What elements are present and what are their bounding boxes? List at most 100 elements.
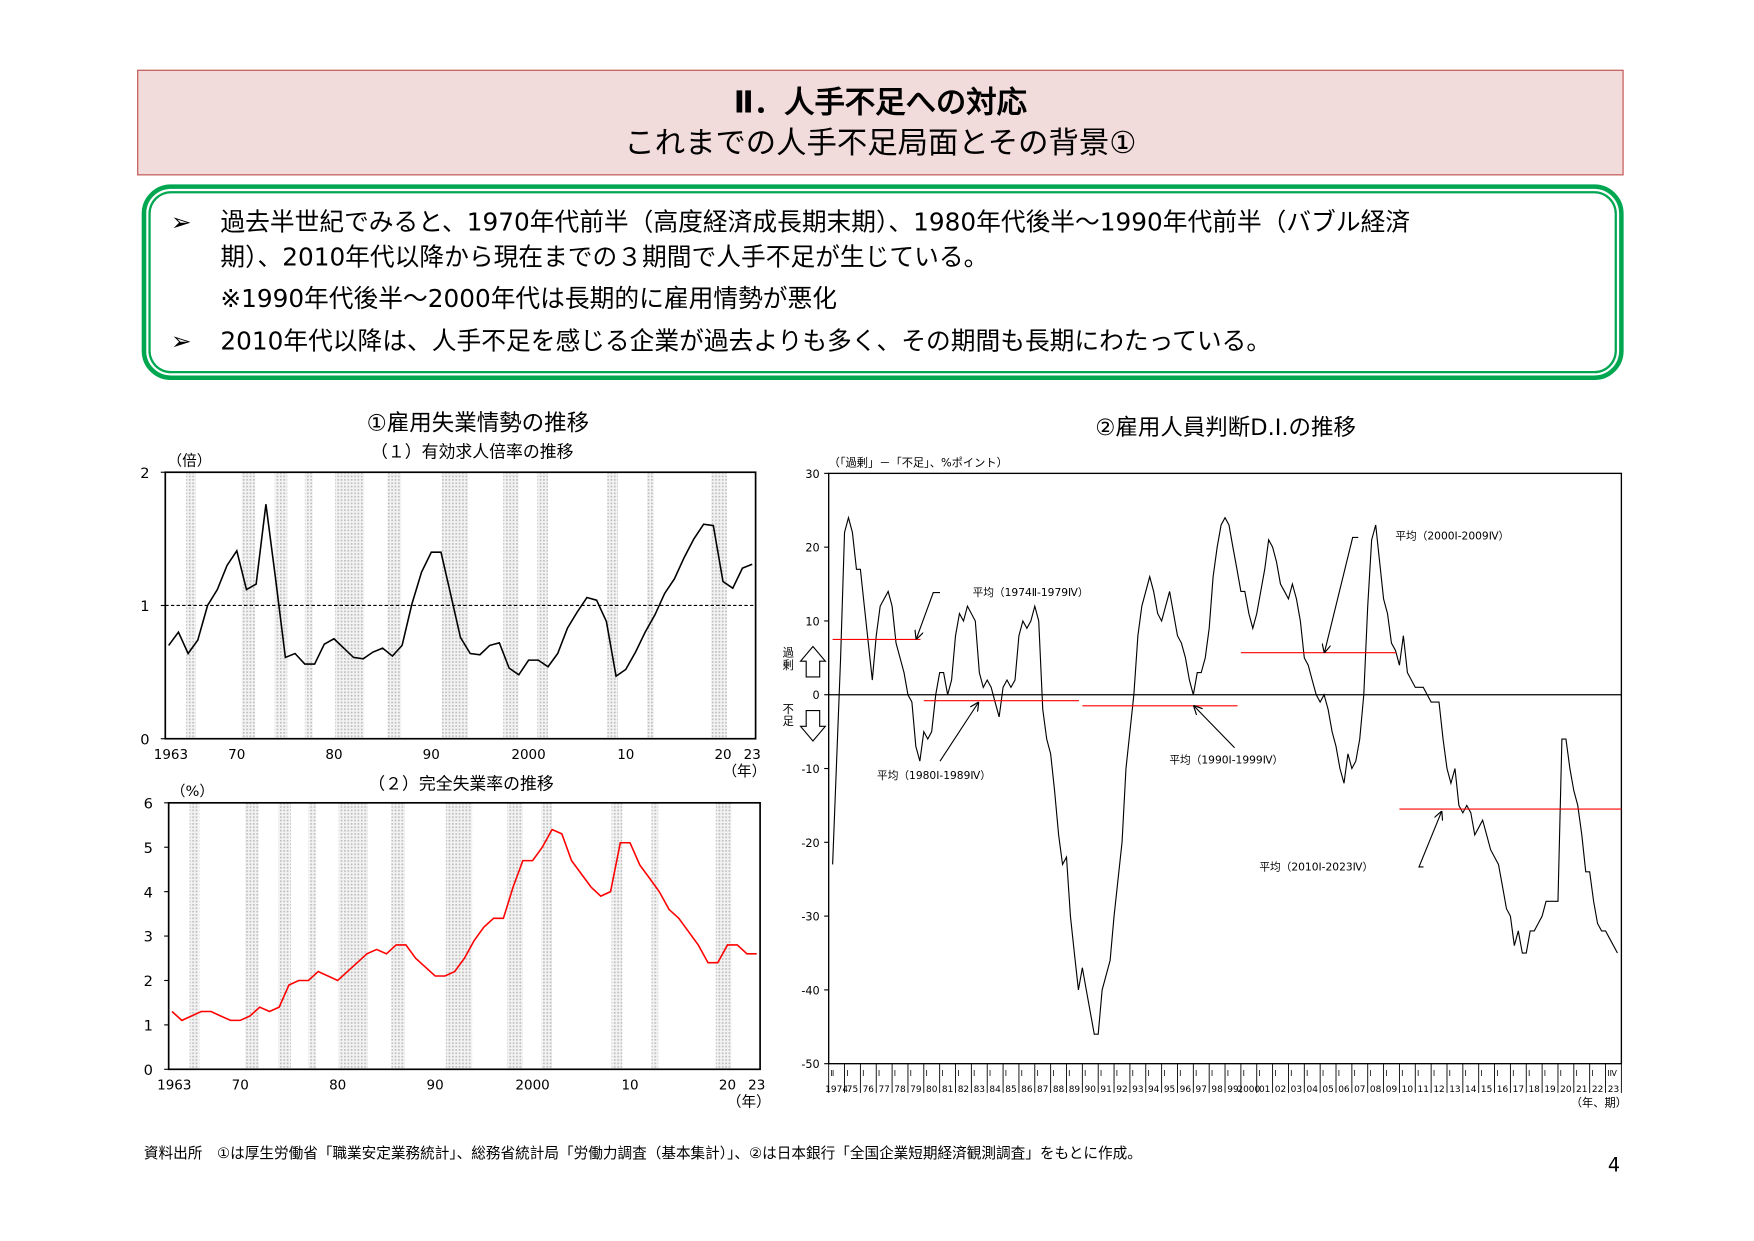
x-year-label: 89 (1069, 1085, 1081, 1095)
data-line (171, 828, 757, 1022)
x-year-label: 85 (1005, 1085, 1016, 1095)
x-year-label: 20 (1560, 1085, 1572, 1095)
x-year-label: 77 (878, 1085, 889, 1095)
excess-arrow-icon (799, 645, 827, 678)
y-tick-label: 20 (805, 542, 819, 555)
x-quarter-label: Ⅰ (1369, 1069, 1371, 1078)
x-quarter-label: Ⅰ (862, 1069, 864, 1078)
page-number: 4 (1607, 1154, 1621, 1178)
x-year-label: 05 (1322, 1085, 1333, 1095)
x-axis-unit: （年） (727, 1093, 771, 1110)
x-year-label: 97 (1196, 1085, 1207, 1095)
x-year-label: 09 (1386, 1085, 1398, 1095)
x-quarter-label: Ⅰ (1021, 1069, 1023, 1078)
x-quarter-label: Ⅰ (1243, 1069, 1245, 1078)
y-tick-label: 1 (140, 598, 149, 615)
x-quarter-label: Ⅰ (1465, 1069, 1467, 1078)
summary-text: 過去半世紀でみると、1970年代前半（高度経済成長期末期）、1980年代後半～1… (220, 209, 1411, 238)
x-year-label: 98 (1211, 1085, 1223, 1095)
average-label: 平均（2010Ⅰ-2023Ⅳ） (1259, 860, 1373, 873)
average-label: 平均（1980Ⅰ-1989Ⅳ） (877, 769, 991, 782)
slide-title: Ⅱ．人手不足への対応 (733, 85, 1028, 121)
x-year-label: 07 (1354, 1085, 1365, 1095)
x-tick-label: 2000 (515, 1078, 549, 1094)
x-quarter-label: Ⅰ (1607, 1069, 1609, 1078)
x-year-label: 18 (1528, 1085, 1540, 1095)
x-quarter-label: Ⅰ (1354, 1069, 1356, 1078)
y-tick-label: 0 (813, 689, 820, 702)
x-year-label: 91 (1100, 1085, 1111, 1095)
arrowhead-bullet-icon: ➢ (170, 209, 192, 238)
x-quarter-label: Ⅰ (1449, 1069, 1451, 1078)
y-tick-label: -40 (801, 984, 819, 997)
x-quarter-label: Ⅳ (1610, 1069, 1618, 1078)
x-quarter-label: Ⅰ (1147, 1069, 1149, 1078)
x-quarter-label: Ⅰ (1306, 1069, 1308, 1078)
recession-band (651, 802, 659, 1070)
x-year-label: 80 (926, 1085, 938, 1095)
x-quarter-label: Ⅰ (989, 1069, 991, 1078)
y-tick-label: 10 (805, 615, 819, 628)
x-year-label: 2000 (1237, 1085, 1260, 1095)
x-quarter-label: Ⅰ (1560, 1069, 1562, 1078)
x-tick-label: 20 (714, 747, 731, 763)
y-tick-label: 6 (144, 795, 153, 812)
summary-note: ※1990年代後半～2000年代は長期的に雇用情勢が悪化 (220, 285, 838, 314)
x-year-label: 78 (894, 1085, 906, 1095)
x-quarter-label: Ⅰ (1258, 1069, 1260, 1078)
x-quarter-label: Ⅰ (1227, 1069, 1229, 1078)
y-tick-label: 2 (140, 465, 149, 482)
x-year-label: 02 (1275, 1085, 1286, 1095)
y-tick-label: -30 (801, 911, 819, 924)
x-year-label: 12 (1433, 1085, 1444, 1095)
x-quarter-label: Ⅰ (1417, 1069, 1419, 1078)
x-quarter-label: Ⅱ (830, 1069, 834, 1078)
x-year-label: 82 (958, 1085, 969, 1095)
summary-item: ➢ 2010年代以降は、人手不足を感じる企業が過去よりも多く、その期間も長期にわた… (171, 326, 1271, 360)
x-year-label: 1974 (825, 1085, 848, 1095)
recession-band (611, 802, 623, 1070)
x-quarter-label: Ⅰ (1100, 1069, 1102, 1078)
x-axis-unit: （年） (722, 763, 766, 780)
average-label: 平均（1974Ⅱ-1979Ⅳ） (973, 586, 1089, 599)
x-quarter-label: Ⅰ (1211, 1069, 1213, 1078)
x-quarter-label: Ⅰ (1338, 1069, 1340, 1078)
annotation-arrow (939, 703, 978, 762)
recession-band (241, 472, 256, 739)
x-quarter-label: Ⅰ (1322, 1069, 1324, 1078)
x-year-label: 13 (1449, 1085, 1460, 1095)
y-tick-label: 5 (144, 840, 153, 857)
x-year-label: 96 (1180, 1085, 1192, 1095)
x-tick-label: 1963 (157, 1078, 191, 1094)
x-year-label: 94 (1148, 1085, 1160, 1095)
x-year-label: 99 (1227, 1085, 1239, 1095)
chart2-title: （２）完全失業率の推移 (368, 773, 554, 794)
shortage-arrow-icon (799, 710, 827, 742)
x-quarter-label: Ⅰ (1544, 1069, 1546, 1078)
x-year-label: 06 (1338, 1085, 1350, 1095)
x-quarter-label: Ⅰ (1576, 1069, 1578, 1078)
x-year-label: 87 (1037, 1085, 1048, 1095)
x-year-label: 21 (1576, 1085, 1587, 1095)
y-tick-label: 4 (144, 884, 153, 901)
x-year-label: 93 (1132, 1085, 1143, 1095)
summary-text: 2010年代以降は、人手不足を感じる企業が過去よりも多く、その期間も長期にわたっ… (220, 328, 1272, 357)
x-year-label: 03 (1291, 1085, 1302, 1095)
x-quarter-label: Ⅰ (1005, 1069, 1007, 1078)
x-year-label: 81 (942, 1085, 953, 1095)
recession-band (189, 802, 200, 1070)
x-quarter-label: Ⅰ (925, 1069, 927, 1078)
recession-band (507, 802, 523, 1070)
y-axis-unit: （「過剰」－「不足」、%ポイント） (829, 457, 1008, 470)
x-quarter-label: Ⅰ (1195, 1069, 1197, 1078)
x-quarter-label: Ⅰ (1591, 1069, 1593, 1078)
di-line (832, 515, 1618, 1035)
x-axis-unit: （年、期） (1571, 1095, 1627, 1109)
x-quarter-label: Ⅰ (1274, 1069, 1276, 1078)
x-quarter-label: Ⅰ (1036, 1069, 1038, 1078)
y-tick-label: -10 (801, 763, 819, 776)
recession-band (391, 802, 405, 1070)
x-year-label: 08 (1370, 1085, 1382, 1095)
annotation-arrow (1194, 706, 1235, 749)
